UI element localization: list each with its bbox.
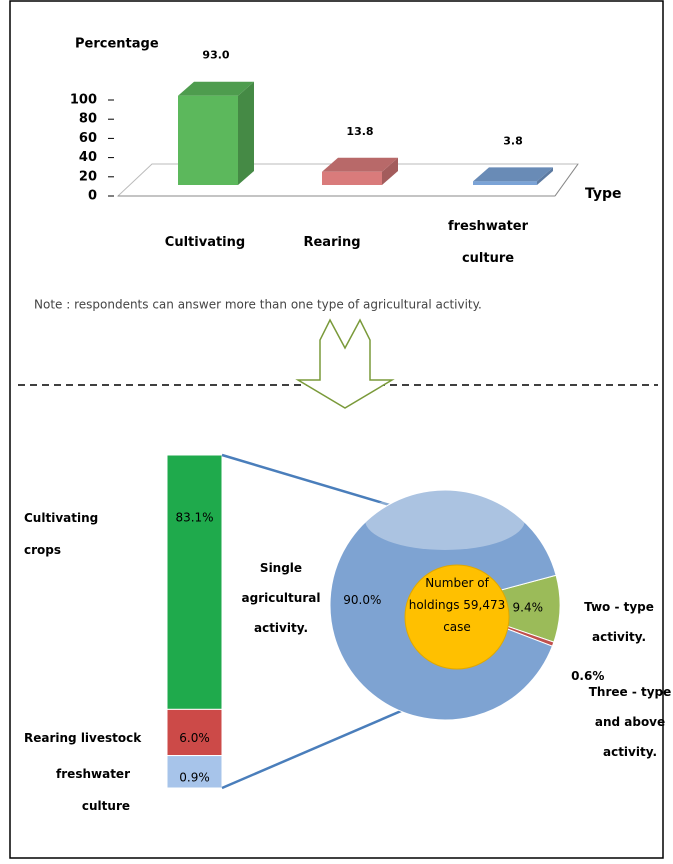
pie-category-label-box: Single agricultural activity. bbox=[241, 561, 321, 635]
bar-top bbox=[178, 81, 254, 96]
bar-category-label: freshwater culture bbox=[56, 766, 130, 813]
value-label: 3.8 bbox=[503, 134, 523, 147]
x-axis-label: Type bbox=[585, 186, 622, 202]
bar bbox=[473, 181, 537, 185]
x-tick-label-box: Rearing bbox=[303, 235, 361, 250]
bar-segment bbox=[166, 454, 223, 710]
value-label: 83.1% bbox=[175, 511, 213, 525]
arrow bbox=[295, 318, 395, 409]
y-axis-label: Percentage bbox=[75, 37, 159, 52]
value-label: 9.4% bbox=[513, 600, 544, 614]
center-label: Number of holdings 59,473 case bbox=[408, 576, 506, 634]
y-tick-label: 80 bbox=[79, 112, 97, 127]
pie-category-label: Single agricultural activity. bbox=[241, 561, 321, 635]
center-label-box: Number of holdings 59,473 case bbox=[408, 576, 506, 634]
bar-side bbox=[238, 81, 254, 185]
x-tick-label-box: freshwater culture bbox=[447, 219, 529, 266]
bar bbox=[178, 95, 238, 185]
x-tick-label: Rearing bbox=[303, 235, 361, 250]
pie-highlight bbox=[365, 490, 525, 550]
bar-segment bbox=[166, 708, 223, 757]
value-label: 6.0% bbox=[179, 731, 210, 745]
bar-category-label: Cultivating crops bbox=[24, 511, 99, 558]
bar-category-label: Rearing livestock bbox=[24, 731, 142, 746]
note: Note : respondents can answer more than … bbox=[34, 298, 482, 312]
x-tick-label: Cultivating bbox=[164, 235, 246, 250]
y-tick-label: 20 bbox=[79, 169, 97, 184]
value-label: 93.0 bbox=[202, 49, 229, 62]
bar-category-label-box: Cultivating crops bbox=[24, 511, 99, 558]
pie-category-label: Two - type activity. bbox=[584, 600, 654, 644]
value-label: 0.6% bbox=[571, 669, 604, 683]
bar bbox=[322, 171, 382, 185]
x-tick-label: freshwater culture bbox=[447, 219, 529, 266]
center-circle bbox=[404, 564, 510, 670]
x-tick-label-box: Cultivating bbox=[164, 235, 246, 250]
y-tick-label: 0 bbox=[88, 189, 97, 204]
pie-category-label: Three - type and above activity. bbox=[588, 685, 672, 759]
bar-category-label-box: freshwater culture bbox=[56, 766, 130, 813]
pie-category-label-box: Three - type and above activity. bbox=[588, 685, 672, 759]
bar-segment bbox=[166, 755, 223, 789]
frame bbox=[9, 0, 664, 859]
y-tick-label: 40 bbox=[79, 150, 97, 165]
value-label: 0.9% bbox=[179, 770, 210, 784]
bar-side bbox=[382, 157, 398, 185]
pie-category-label-box: Two - type activity. bbox=[584, 600, 654, 644]
y-tick-label: 60 bbox=[79, 131, 97, 146]
value-label: 13.8 bbox=[346, 125, 373, 138]
bar-category-label-box: Rearing livestock bbox=[24, 731, 142, 746]
bar-side bbox=[537, 167, 553, 185]
x-axis-depth bbox=[554, 163, 579, 197]
y-tick-label: 100 bbox=[70, 93, 97, 108]
bar-top bbox=[473, 167, 553, 182]
bar-top bbox=[322, 157, 398, 172]
value-label: 90.0% bbox=[343, 593, 381, 607]
